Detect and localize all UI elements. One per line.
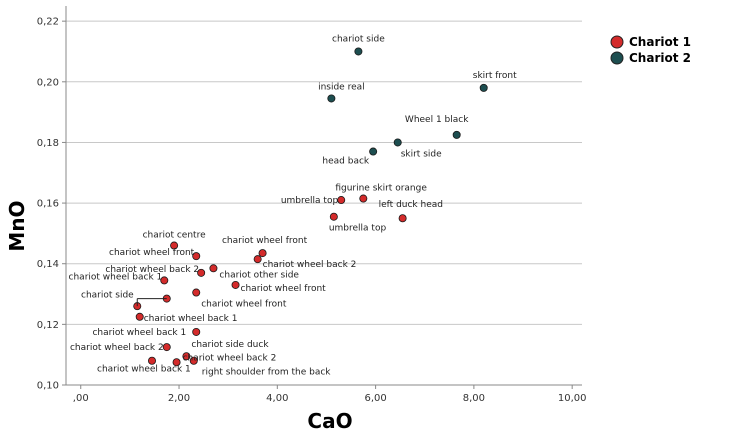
y-tick-label: 0,20 [37, 77, 59, 88]
data-point-chariot-1 [192, 288, 201, 297]
data-point-chariot-2 [327, 94, 336, 103]
point-label: inside real [318, 82, 365, 92]
data-point-chariot-1 [147, 356, 156, 365]
data-point-chariot-2 [354, 47, 363, 56]
y-tick-label: 0,22 [37, 17, 59, 28]
point-label: chariot wheel back 2 [183, 353, 277, 363]
point-label: figurine skirt orange [335, 184, 427, 194]
data-point-chariot-2 [452, 130, 461, 139]
point-label: head back [322, 157, 370, 167]
data-point-chariot-1 [162, 343, 171, 352]
legend: Chariot 1 Chariot 2 [610, 35, 691, 65]
data-point-chariot-1 [192, 252, 201, 261]
point-label: chariot wheel back 1 [92, 328, 186, 338]
data-point-chariot-1 [189, 356, 198, 365]
y-tick-label: 0,18 [37, 138, 59, 149]
data-point-chariot-2 [479, 83, 488, 92]
x-tick-label: 8,00 [463, 393, 485, 404]
point-label: right shoulder from the back [202, 368, 332, 378]
data-point-chariot-1 [160, 276, 169, 285]
data-point-chariot-1 [172, 358, 181, 367]
point-label: chariot other side [219, 270, 299, 280]
legend-label-chariot-1: Chariot 1 [629, 35, 691, 49]
data-point-chariot-1 [135, 312, 144, 321]
tick-labels: 0,10 0,12 0,14 0,16 0,18 0,20 0,22 ,00 2,00 4,00 6… [37, 17, 587, 404]
data-point-chariot-1 [197, 268, 206, 277]
data-point-chariot-1 [359, 194, 368, 203]
x-tick-label: 2,00 [168, 393, 190, 404]
point-label: chariot wheel front [109, 248, 195, 258]
data-point-chariot-1 [253, 255, 262, 264]
point-label: chariot wheel back 1 [69, 272, 163, 282]
legend-marker-chariot-1 [610, 35, 624, 49]
point-label: chariot wheel back 1 [97, 365, 191, 375]
data-point-chariot-1 [398, 214, 407, 223]
data-point-chariot-2 [393, 138, 402, 147]
data-point-chariot-1 [192, 327, 201, 336]
point-label: chariot centre [143, 231, 206, 241]
point-label: skirt side [401, 149, 442, 159]
point-label: left duck head [379, 200, 443, 210]
y-tick-label: 0,12 [37, 320, 59, 331]
axis-layer [62, 6, 582, 389]
data-point-chariot-1 [329, 212, 338, 221]
point-label: skirt front [473, 71, 517, 81]
y-tick-label: 0,16 [37, 199, 59, 210]
y-axis-title: MnO [5, 200, 29, 251]
data-point-chariot-1 [231, 280, 240, 289]
data-point-chariot-1 [258, 249, 267, 258]
legend-label-chariot-2: Chariot 2 [629, 51, 691, 65]
point-label: Wheel 1 black [405, 115, 469, 125]
grid-layer [66, 20, 582, 386]
point-label: umbrella top [281, 196, 339, 206]
point-label: chariot wheel front [201, 300, 287, 310]
x-tick-label: 4,00 [266, 393, 288, 404]
y-tick-label: 0,10 [37, 381, 59, 392]
point-label: chariot wheel front [241, 284, 327, 294]
legend-marker-chariot-2 [610, 51, 624, 65]
point-labels: chariot centre chariot wheel front chariot… [69, 34, 518, 377]
point-label: chariot side duck [191, 340, 269, 350]
x-tick-label: 6,00 [364, 393, 386, 404]
data-point-chariot-2 [369, 147, 378, 156]
point-label: chariot side [332, 34, 385, 44]
point-label: chariot wheel back 1 [144, 314, 238, 324]
y-tick-label: 0,14 [37, 259, 59, 270]
data-point-chariot-1 [209, 264, 218, 273]
point-label: chariot side [81, 291, 134, 301]
data-point-chariot-1 [170, 241, 179, 250]
point-label: chariot wheel back 2 [105, 265, 199, 275]
point-label: chariot wheel front [222, 236, 308, 246]
point-label: chariot wheel back 2 [263, 260, 357, 270]
x-axis-title: CaO [307, 409, 352, 433]
data-points [133, 47, 488, 367]
data-point-chariot-1 [182, 352, 191, 361]
point-label: chariot wheel back 2 [70, 343, 164, 353]
x-tick-label: 10,00 [558, 393, 587, 404]
data-point-chariot-1 [337, 196, 346, 205]
x-tick-label: ,00 [73, 393, 89, 404]
point-label: umbrella top [329, 224, 387, 234]
